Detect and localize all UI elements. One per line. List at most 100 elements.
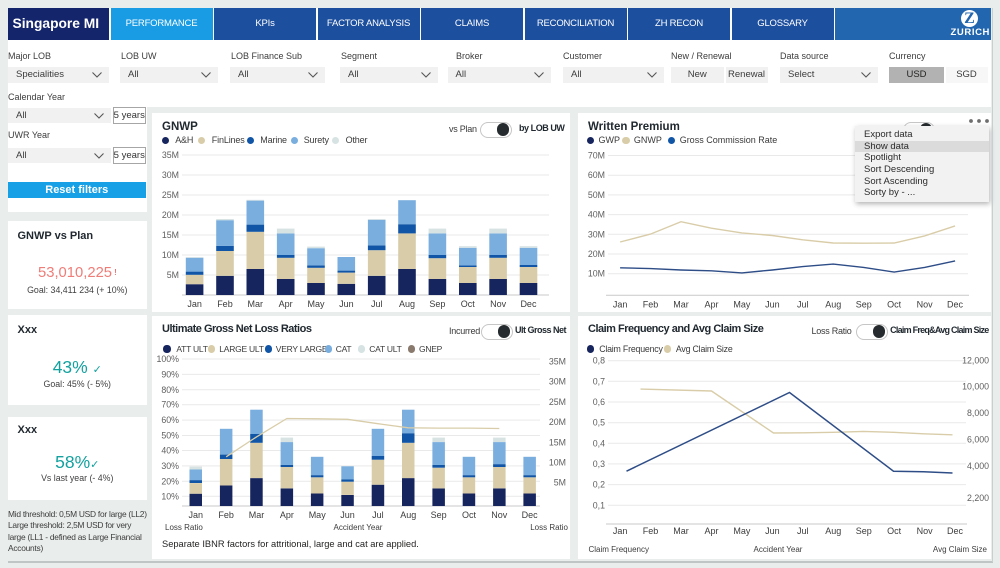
- svg-text:100%: 100%: [157, 354, 180, 364]
- svg-text:0,4: 0,4: [592, 438, 604, 448]
- svg-text:Mar: Mar: [673, 299, 689, 309]
- svg-text:Mar: Mar: [673, 526, 689, 536]
- svg-text:Aug: Aug: [825, 526, 841, 536]
- svg-text:May: May: [309, 510, 327, 520]
- svg-text:Jun: Jun: [765, 299, 780, 309]
- svg-text:Nov: Nov: [491, 510, 508, 520]
- svg-text:Sep: Sep: [855, 526, 871, 536]
- svg-text:Aug: Aug: [825, 299, 841, 309]
- svg-text:40%: 40%: [161, 445, 179, 455]
- svg-text:5M: 5M: [167, 270, 179, 280]
- svg-text:May: May: [733, 526, 751, 536]
- svg-text:50M: 50M: [587, 189, 604, 199]
- svg-text:5M: 5M: [554, 477, 566, 487]
- svg-text:70%: 70%: [161, 399, 179, 409]
- svg-text:80%: 80%: [161, 384, 179, 394]
- svg-text:10M: 10M: [162, 250, 179, 260]
- svg-text:0,2: 0,2: [592, 479, 604, 489]
- svg-text:15M: 15M: [162, 230, 179, 240]
- svg-text:Oct: Oct: [461, 299, 476, 309]
- svg-text:10M: 10M: [587, 268, 604, 278]
- svg-text:35M: 35M: [162, 150, 179, 160]
- svg-text:15M: 15M: [549, 437, 566, 447]
- svg-text:Jan: Jan: [612, 299, 627, 309]
- svg-text:Nov: Nov: [916, 299, 933, 309]
- svg-text:Feb: Feb: [217, 299, 233, 309]
- svg-text:Apr: Apr: [279, 299, 293, 309]
- svg-text:Sep: Sep: [855, 299, 871, 309]
- svg-text:Feb: Feb: [218, 510, 234, 520]
- svg-text:Accident Year: Accident Year: [334, 523, 383, 532]
- svg-text:Apr: Apr: [704, 299, 718, 309]
- svg-text:50%: 50%: [161, 430, 179, 440]
- svg-text:60%: 60%: [161, 415, 179, 425]
- svg-text:Mar: Mar: [248, 299, 264, 309]
- svg-text:Separate IBNR factors for attr: Separate IBNR factors for attritional, l…: [162, 539, 419, 549]
- svg-text:4,000: 4,000: [966, 460, 988, 470]
- svg-text:Accident Year: Accident Year: [753, 545, 802, 554]
- svg-text:Apr: Apr: [704, 526, 718, 536]
- svg-text:Dec: Dec: [947, 526, 964, 536]
- svg-text:35M: 35M: [549, 356, 566, 366]
- svg-text:25M: 25M: [549, 396, 566, 406]
- svg-text:Nov: Nov: [916, 526, 933, 536]
- svg-text:Dec: Dec: [522, 510, 539, 520]
- svg-text:Loss Ratio: Loss Ratio: [165, 523, 203, 532]
- svg-text:10M: 10M: [549, 457, 566, 467]
- svg-text:2,200: 2,200: [966, 493, 988, 503]
- svg-text:Jan: Jan: [612, 526, 627, 536]
- svg-text:Aug: Aug: [399, 299, 415, 309]
- svg-text:Sep: Sep: [431, 510, 447, 520]
- svg-text:Dec: Dec: [520, 299, 537, 309]
- svg-text:12,000: 12,000: [962, 355, 989, 365]
- svg-text:Loss Ratio: Loss Ratio: [530, 523, 568, 532]
- svg-text:60M: 60M: [587, 170, 604, 180]
- svg-text:70M: 70M: [587, 150, 604, 160]
- svg-text:25M: 25M: [162, 190, 179, 200]
- svg-text:Claim Frequency: Claim Frequency: [588, 545, 648, 554]
- svg-text:Jul: Jul: [797, 299, 809, 309]
- svg-text:0,6: 0,6: [592, 397, 604, 407]
- svg-text:Feb: Feb: [642, 299, 658, 309]
- svg-text:0,5: 0,5: [592, 417, 604, 427]
- svg-text:Jul: Jul: [371, 299, 383, 309]
- svg-text:20M: 20M: [587, 249, 604, 259]
- svg-text:Nov: Nov: [490, 299, 507, 309]
- svg-text:0,1: 0,1: [592, 500, 604, 510]
- svg-text:Oct: Oct: [462, 510, 477, 520]
- svg-text:Sep: Sep: [429, 299, 445, 309]
- svg-text:Jul: Jul: [372, 510, 384, 520]
- svg-text:20M: 20M: [162, 210, 179, 220]
- svg-text:30%: 30%: [161, 460, 179, 470]
- svg-text:10,000: 10,000: [962, 381, 989, 391]
- svg-text:May: May: [733, 299, 751, 309]
- svg-text:Apr: Apr: [280, 510, 294, 520]
- svg-text:Jun: Jun: [340, 510, 355, 520]
- svg-text:20M: 20M: [549, 417, 566, 427]
- svg-text:Feb: Feb: [642, 526, 658, 536]
- svg-text:30M: 30M: [549, 376, 566, 386]
- svg-text:20%: 20%: [161, 476, 179, 486]
- svg-text:Dec: Dec: [947, 299, 964, 309]
- svg-text:30M: 30M: [162, 170, 179, 180]
- svg-text:Aug: Aug: [400, 510, 416, 520]
- svg-text:0,7: 0,7: [592, 376, 604, 386]
- svg-text:Oct: Oct: [887, 299, 902, 309]
- svg-text:May: May: [307, 299, 325, 309]
- svg-text:0,3: 0,3: [592, 458, 604, 468]
- svg-text:Mar: Mar: [249, 510, 265, 520]
- svg-text:Jun: Jun: [765, 526, 780, 536]
- svg-text:6,000: 6,000: [966, 434, 988, 444]
- svg-text:0,8: 0,8: [592, 355, 604, 365]
- svg-text:30M: 30M: [587, 229, 604, 239]
- svg-text:Jan: Jan: [189, 510, 204, 520]
- svg-text:Jan: Jan: [187, 299, 202, 309]
- svg-text:40M: 40M: [587, 209, 604, 219]
- svg-text:Oct: Oct: [887, 526, 902, 536]
- svg-text:Jul: Jul: [797, 526, 809, 536]
- svg-text:90%: 90%: [161, 369, 179, 379]
- svg-text:Jun: Jun: [339, 299, 354, 309]
- svg-text:10%: 10%: [161, 491, 179, 501]
- svg-text:8,000: 8,000: [966, 408, 988, 418]
- svg-text:Avg Claim Size: Avg Claim Size: [932, 545, 987, 554]
